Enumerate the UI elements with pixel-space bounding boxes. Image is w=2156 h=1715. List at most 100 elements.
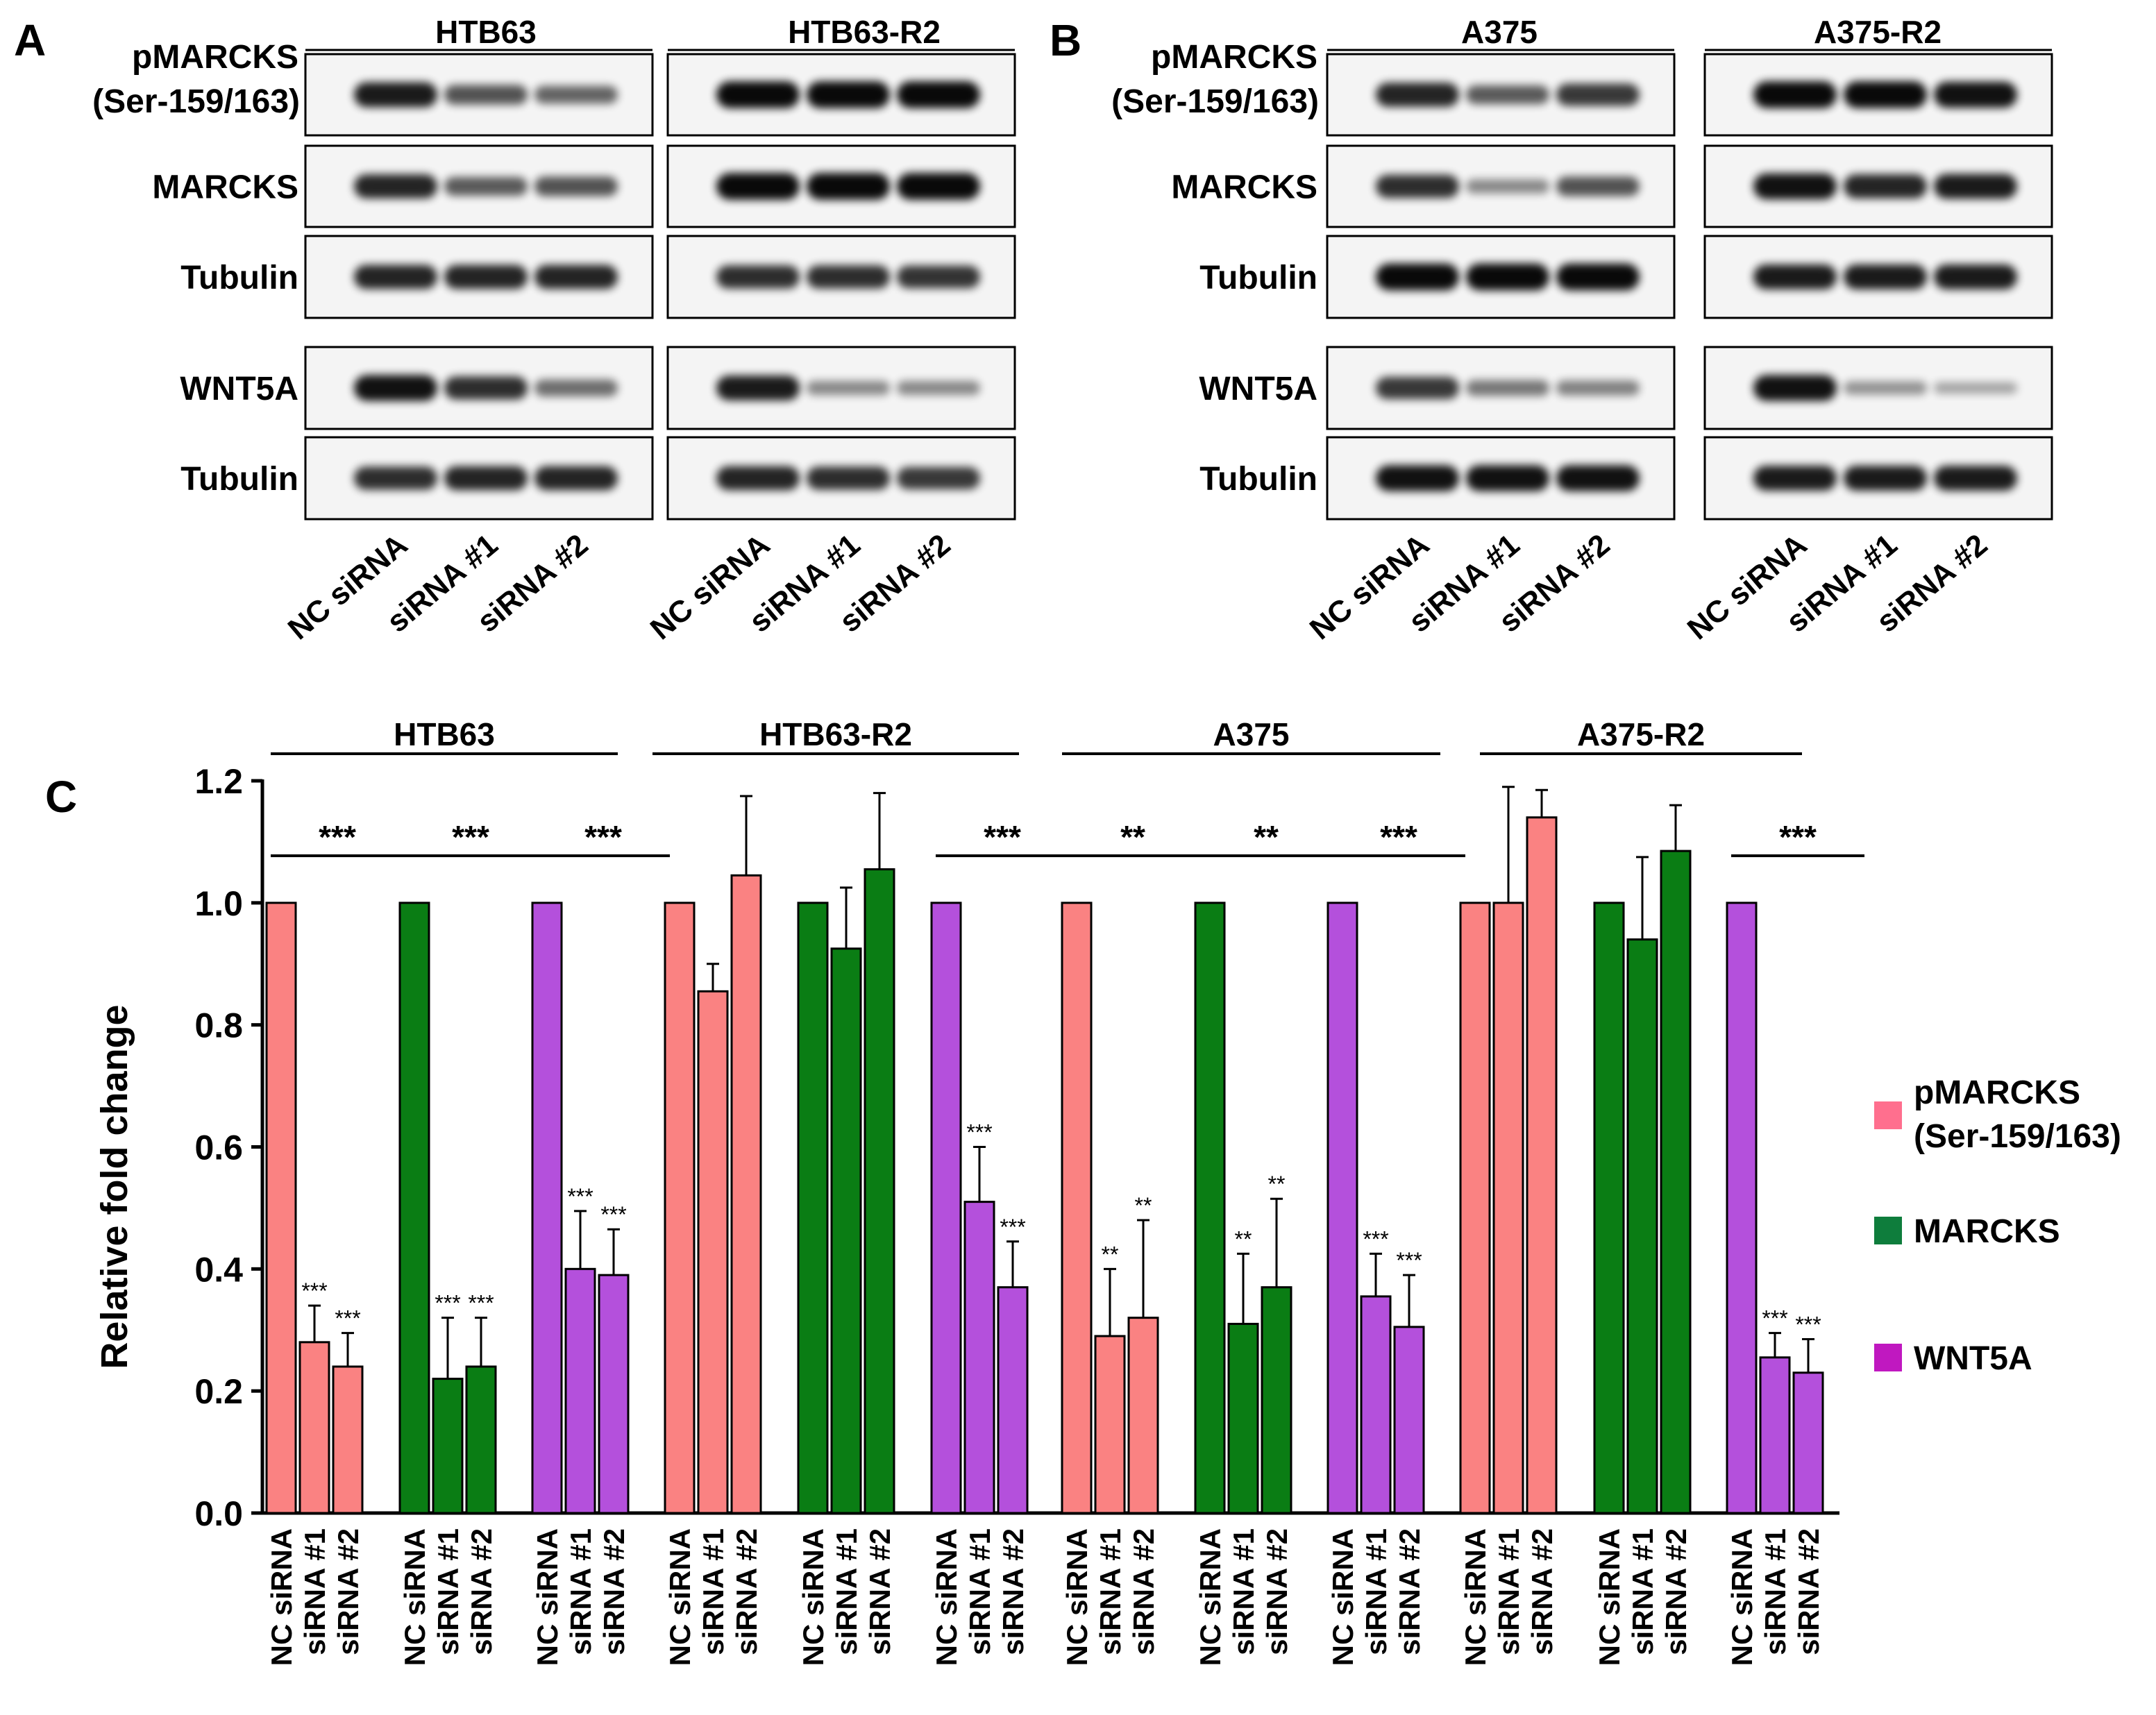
panel-b-band [1844,81,1927,108]
x-category-label: NC siRNA [1327,1528,1359,1666]
x-category-label: NC siRNA [1194,1528,1227,1666]
x-category-label: siRNA #2 [1127,1528,1160,1655]
panel-a-band [807,173,890,200]
panel-b-row-label-0-site: (Ser-159/163) [1111,83,1319,120]
panel-b-letter: B [1050,15,1081,65]
y-tick-label: 1.2 [194,762,243,801]
panel-a-band [716,375,800,401]
panel-b-band [1934,81,2017,108]
bar-a375-r2-wnt5a-1 [1759,1356,1791,1514]
y-tick-label: 0.8 [194,1006,243,1045]
bar-a375-r2-pmarcks-1 [1492,902,1524,1514]
bar-significance: *** [1396,1248,1422,1273]
legend-label-pmarcks-site: (Ser-159/163) [1914,1118,2121,1155]
panel-b-blots: pMARCKS (Ser-159/163) MARCKS Tubulin WNT5A Tu… [1111,39,2053,646]
panel-a-band [354,174,437,198]
bar-significance: ** [1268,1172,1286,1197]
panel-a-band [716,173,800,200]
bar-a375-r2-wnt5a-0 [1726,902,1758,1514]
panel-a-band [897,173,980,200]
panel-a-band [534,264,618,289]
x-category-label: siRNA #1 [1360,1528,1392,1655]
bar-significance: ** [1102,1242,1119,1267]
x-category-label: NC siRNA [531,1528,564,1666]
y-tick-label: 0.2 [194,1372,243,1411]
bar-a375-r2-marcks-2 [1660,850,1692,1514]
bar-significance: *** [1363,1226,1388,1251]
bar-htb63-marcks-0 [398,902,430,1514]
legend-label-wnt5a: WNT5A [1914,1340,2032,1377]
bar-a375-wnt5a-2 [1393,1326,1425,1514]
x-category-label: NC siRNA [664,1528,696,1666]
bar-significance: *** [301,1278,327,1303]
cell-line-header: HTB63 [394,716,495,752]
y-tick-label: 0.0 [194,1494,243,1533]
legend-swatch-pmarcks [1874,1101,1902,1129]
x-category-label: NC siRNA [797,1528,829,1666]
bar-a375-marcks-1 [1227,1322,1259,1514]
panel-a-band [354,82,437,108]
panel-b-band [1934,465,2017,491]
cell-line-header: A375-R2 [1577,716,1705,752]
panel-a-band [444,376,528,400]
panel-a-cellline-2: HTB63-R2 [788,14,941,50]
bar-htb63-pmarcks-0 [265,902,297,1514]
panel-b-band [1934,264,2017,290]
bar-htb63-r2-wnt5a-2 [997,1286,1029,1514]
x-category-label: NC siRNA [1593,1528,1626,1666]
panel-b-band [1376,174,1459,198]
x-category-label: siRNA #1 [1227,1528,1260,1655]
panel-a-band [807,466,890,490]
y-tick-label: 1.0 [194,884,243,923]
bar-htb63-r2-pmarcks-1 [697,990,729,1514]
panel-b-band [1844,264,1927,290]
panel-b-band [1556,176,1640,196]
panel-b-cellline-2: A375-R2 [1814,14,1942,50]
group-significance: *** [319,819,356,855]
panel-b-band [1753,375,1837,401]
bar-htb63-pmarcks-2 [332,1365,364,1514]
panel-b-band [1844,381,1927,395]
y-tick-label: 0.6 [194,1129,243,1167]
panel-b-band [1844,174,1927,198]
bar-htb63-r2-pmarcks-2 [730,874,762,1514]
bar-chart: 0.0 0.2 0.4 0.6 0.8 1.0 1.2 NC siRNA *** siRNA #1… [194,716,1864,1666]
x-category-label: siRNA #1 [1492,1528,1525,1655]
x-category-label: siRNA #2 [1792,1528,1825,1655]
panel-a-row-label-3: WNT5A [180,371,298,407]
panel-a-band [534,85,618,104]
x-category-label: NC siRNA [398,1528,431,1666]
panel-a-band [897,466,980,490]
panel-a-band [807,81,890,108]
group-significance: ** [1120,819,1145,855]
bar-a375-marcks-0 [1194,902,1226,1514]
y-axis-title: Relative fold change [94,1004,135,1369]
panel-a-band [534,466,618,491]
x-category-label: siRNA #2 [332,1528,364,1655]
panel-a-cellline-1: HTB63 [435,14,537,50]
panel-b-row-label-2: Tubulin [1199,260,1317,296]
panel-a: A HTB63 HTB63-R2 pMARCKS (Ser-159/163) MAR… [14,14,1016,646]
panel-b-band [1376,465,1459,491]
panel-b-band [1556,380,1640,396]
panel-a-band [897,265,980,289]
legend-label-marcks: MARCKS [1914,1213,2060,1250]
x-category-label: siRNA #2 [730,1528,763,1655]
panel-a-band [354,466,437,490]
panel-b-row-label-1: MARCKS [1171,169,1317,206]
x-category-label: NC siRNA [265,1528,298,1666]
bar-a375-r2-marcks-1 [1626,938,1658,1514]
panel-b-band [1753,173,1837,200]
panel-b-band [1753,264,1837,290]
panel-c-letter: C [45,772,77,822]
bar-a375-r2-pmarcks-2 [1526,816,1558,1514]
bar-a375-pmarcks-1 [1094,1335,1126,1514]
panel-a-band [444,85,528,105]
panel-b: B A375 A375-R2 pMARCKS (Ser-159/163) MARCK… [1050,14,2053,646]
x-category-label: siRNA #1 [963,1528,996,1655]
panel-a-band [534,379,618,397]
x-category-label: siRNA #1 [697,1528,730,1655]
x-category-label: siRNA #1 [432,1528,464,1655]
bar-significance: *** [1000,1215,1025,1240]
bar-htb63-r2-marcks-1 [830,947,862,1514]
